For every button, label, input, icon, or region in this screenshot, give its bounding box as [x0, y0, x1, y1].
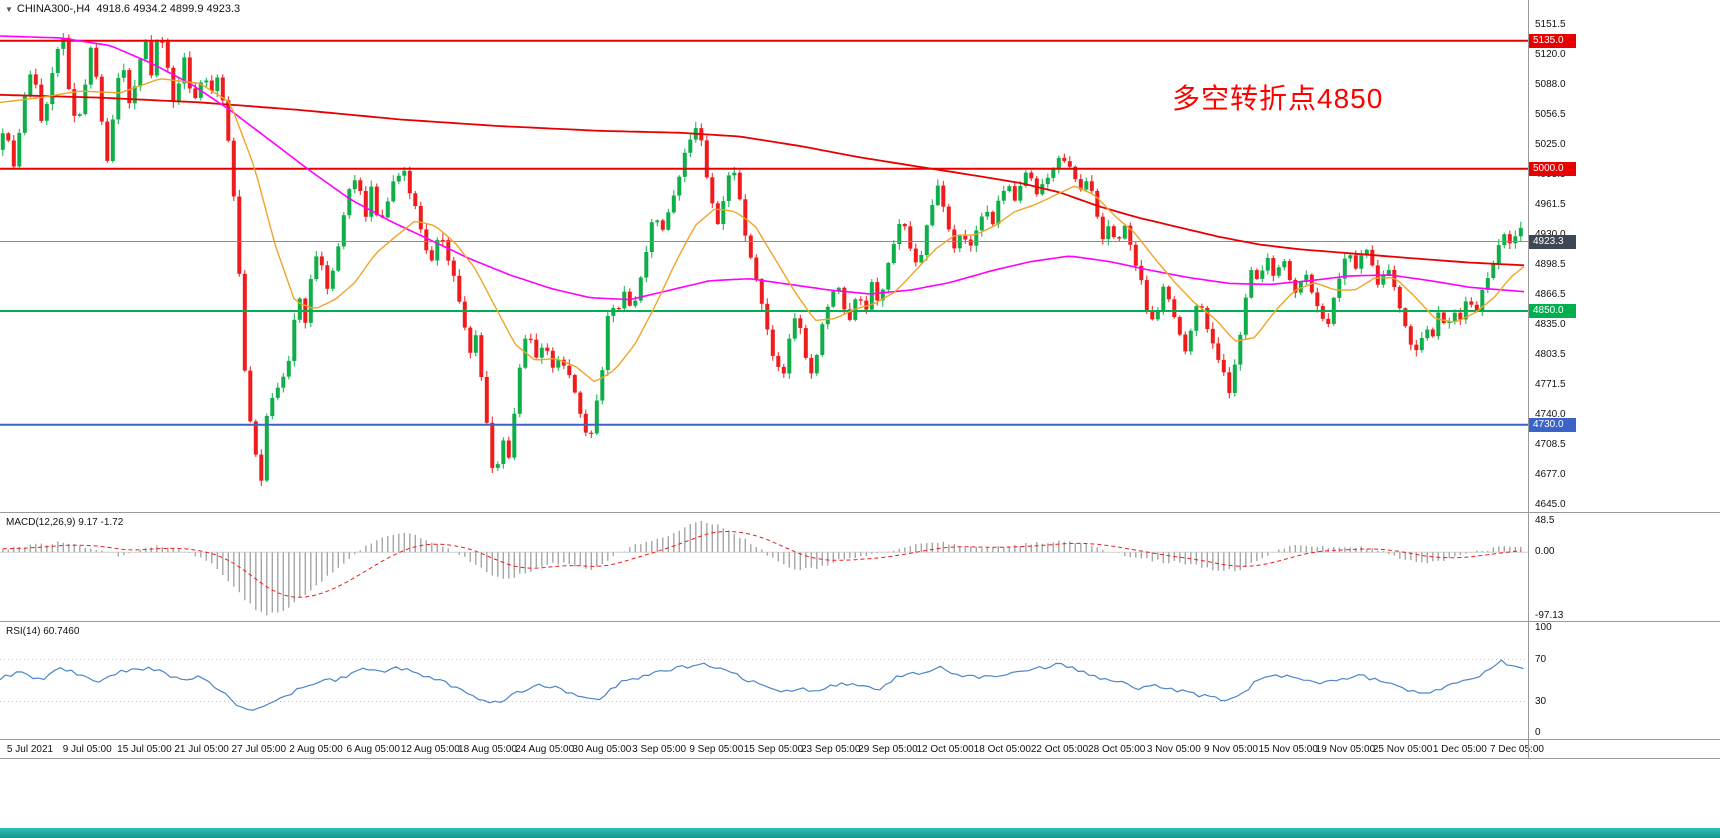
price-tick: 5088.0: [1535, 79, 1566, 91]
symbol-timeframe-label: CHINA300-,H4: [16, 3, 91, 15]
macd-values: 9.17 -1.72: [78, 517, 124, 528]
time-tick: 23 Sep 05:00: [800, 744, 861, 755]
time-tick: 3 Nov 05:00: [1146, 744, 1201, 755]
price-tick: 4835.0: [1535, 319, 1566, 331]
rsi-value: 60.7460: [43, 626, 80, 637]
time-tick: 9 Sep 05:00: [689, 744, 744, 755]
macd-name: MACD(12,26,9): [6, 517, 76, 528]
level-price-label: 4850.0: [1529, 304, 1576, 318]
time-tick: 9 Nov 05:00: [1204, 744, 1258, 755]
time-tick: 22 Oct 05:00: [1030, 744, 1089, 755]
time-tick: 1 Dec 05:00: [1432, 744, 1487, 755]
rsi-axis-tick: 100: [1535, 622, 1552, 633]
bottom-taskbar-strip: [0, 828, 1720, 838]
macd-axis-tick: -97.13: [1535, 609, 1564, 621]
time-tick: 12 Aug 05:00: [400, 744, 460, 755]
time-tick: 7 Dec 05:00: [1490, 744, 1544, 755]
price-tick: 4708.5: [1535, 439, 1566, 451]
price-tick: 5120.0: [1535, 49, 1566, 60]
price-axis[interactable]: 5151.55120.05088.05056.55025.04993.54961…: [1528, 0, 1720, 759]
rsi-axis-tick: 70: [1535, 653, 1547, 665]
macd-label: MACD(12,26,9) 9.17 -1.72: [6, 517, 123, 528]
price-tick: 4961.5: [1535, 199, 1566, 211]
time-tick: 15 Nov 05:00: [1258, 744, 1318, 755]
time-tick: 2 Aug 05:00: [289, 744, 343, 755]
rsi-label: RSI(14) 60.7460: [6, 626, 79, 637]
time-tick: 25 Nov 05:00: [1372, 744, 1433, 755]
ohlc-values: 4918.6 4934.2 4899.9 4923.3: [96, 3, 241, 15]
rsi-indicator-panel[interactable]: [0, 622, 1528, 739]
price-tick: 5151.5: [1535, 19, 1566, 31]
time-tick: 27 Jul 05:00: [231, 744, 287, 755]
chart-dropdown-icon[interactable]: ▼: [5, 5, 13, 14]
panel-separator: [0, 758, 1720, 759]
time-tick: 30 Aug 05:00: [572, 744, 632, 755]
time-tick: 6 Aug 05:00: [346, 744, 400, 755]
price-tick: 4803.5: [1535, 349, 1566, 361]
time-tick: 28 Oct 05:00: [1088, 744, 1146, 755]
price-tick: 4866.5: [1535, 289, 1566, 301]
time-tick: 18 Oct 05:00: [973, 744, 1031, 755]
time-tick: 15 Jul 05:00: [117, 744, 172, 755]
time-tick: 18 Aug 05:00: [458, 744, 517, 755]
panel-separator: [0, 739, 1720, 740]
price-tick: 4740.0: [1535, 409, 1566, 421]
time-tick: 19 Nov 05:00: [1315, 744, 1376, 755]
axis-separator: [1528, 0, 1529, 759]
macd-axis-tick: 0.00: [1535, 546, 1555, 558]
chart-annotation-text: 多空转折点4850: [1172, 83, 1384, 114]
time-tick: 29 Sep 05:00: [858, 744, 918, 755]
panel-separator: [0, 621, 1720, 622]
rsi-axis-tick: 0: [1535, 727, 1541, 738]
price-chart-canvas[interactable]: [0, 0, 1528, 512]
panel-separator: [0, 512, 1720, 513]
time-axis[interactable]: 5 Jul 2021 9 Jul 05:00 15 Jul 05:00 21 Jul …: [0, 740, 1720, 758]
macd-axis-tick: 48.5: [1535, 514, 1555, 526]
time-tick: 12 Oct 05:00: [916, 744, 974, 755]
price-tick: 5025.0: [1535, 139, 1566, 151]
symbol-info-bar: ▼ CHINA300-,H4 4918.6 4934.2 4899.9 4923.…: [5, 3, 240, 15]
price-tick: 4645.0: [1535, 499, 1566, 511]
time-tick: 21 Jul 05:00: [174, 744, 229, 755]
time-tick: 5 Jul 2021: [6, 744, 54, 755]
level-price-label: 4730.0: [1529, 417, 1576, 432]
price-tick: 4677.0: [1535, 469, 1566, 480]
time-tick: 3 Sep 05:00: [632, 744, 687, 755]
price-tick: 5056.5: [1535, 109, 1566, 121]
rsi-axis-tick: 30: [1535, 695, 1547, 707]
time-tick: 24 Aug 05:00: [515, 744, 575, 755]
level-price-label: 5000.0: [1529, 161, 1576, 176]
price-tick: 4898.5: [1535, 259, 1566, 270]
time-tick: 9 Jul 05:00: [62, 744, 112, 755]
macd-indicator-panel[interactable]: [0, 513, 1528, 621]
level-price-label: 5135.0: [1529, 33, 1576, 48]
time-tick: 15 Sep 05:00: [743, 744, 804, 755]
rsi-name: RSI(14): [6, 626, 41, 637]
current-price-label: 4923.3: [1529, 234, 1576, 249]
price-tick: 4771.5: [1535, 379, 1566, 391]
